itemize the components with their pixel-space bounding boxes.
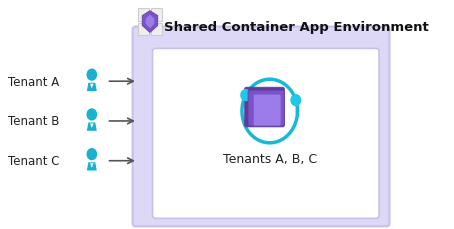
- Polygon shape: [90, 124, 94, 128]
- Circle shape: [241, 90, 251, 101]
- Text: Tenant B: Tenant B: [8, 115, 59, 128]
- Polygon shape: [87, 83, 97, 92]
- Bar: [151, 23, 162, 36]
- Polygon shape: [90, 84, 94, 89]
- Circle shape: [86, 69, 97, 81]
- Circle shape: [86, 109, 97, 121]
- Circle shape: [291, 95, 301, 106]
- FancyBboxPatch shape: [253, 95, 281, 126]
- Polygon shape: [142, 12, 158, 33]
- Circle shape: [86, 148, 97, 161]
- Bar: [138, 9, 149, 22]
- FancyBboxPatch shape: [153, 49, 379, 218]
- Polygon shape: [87, 123, 97, 131]
- Bar: [151, 9, 162, 22]
- FancyBboxPatch shape: [133, 27, 390, 226]
- FancyBboxPatch shape: [248, 91, 285, 126]
- Text: Tenants A, B, C: Tenants A, B, C: [222, 153, 317, 166]
- Polygon shape: [87, 163, 97, 171]
- Polygon shape: [146, 16, 154, 29]
- Polygon shape: [90, 164, 94, 168]
- Bar: [138, 23, 149, 36]
- FancyBboxPatch shape: [245, 88, 285, 127]
- Text: Shared Container App Environment: Shared Container App Environment: [164, 21, 429, 34]
- Text: Tenant C: Tenant C: [8, 155, 59, 167]
- Text: Tenant A: Tenant A: [8, 75, 59, 88]
